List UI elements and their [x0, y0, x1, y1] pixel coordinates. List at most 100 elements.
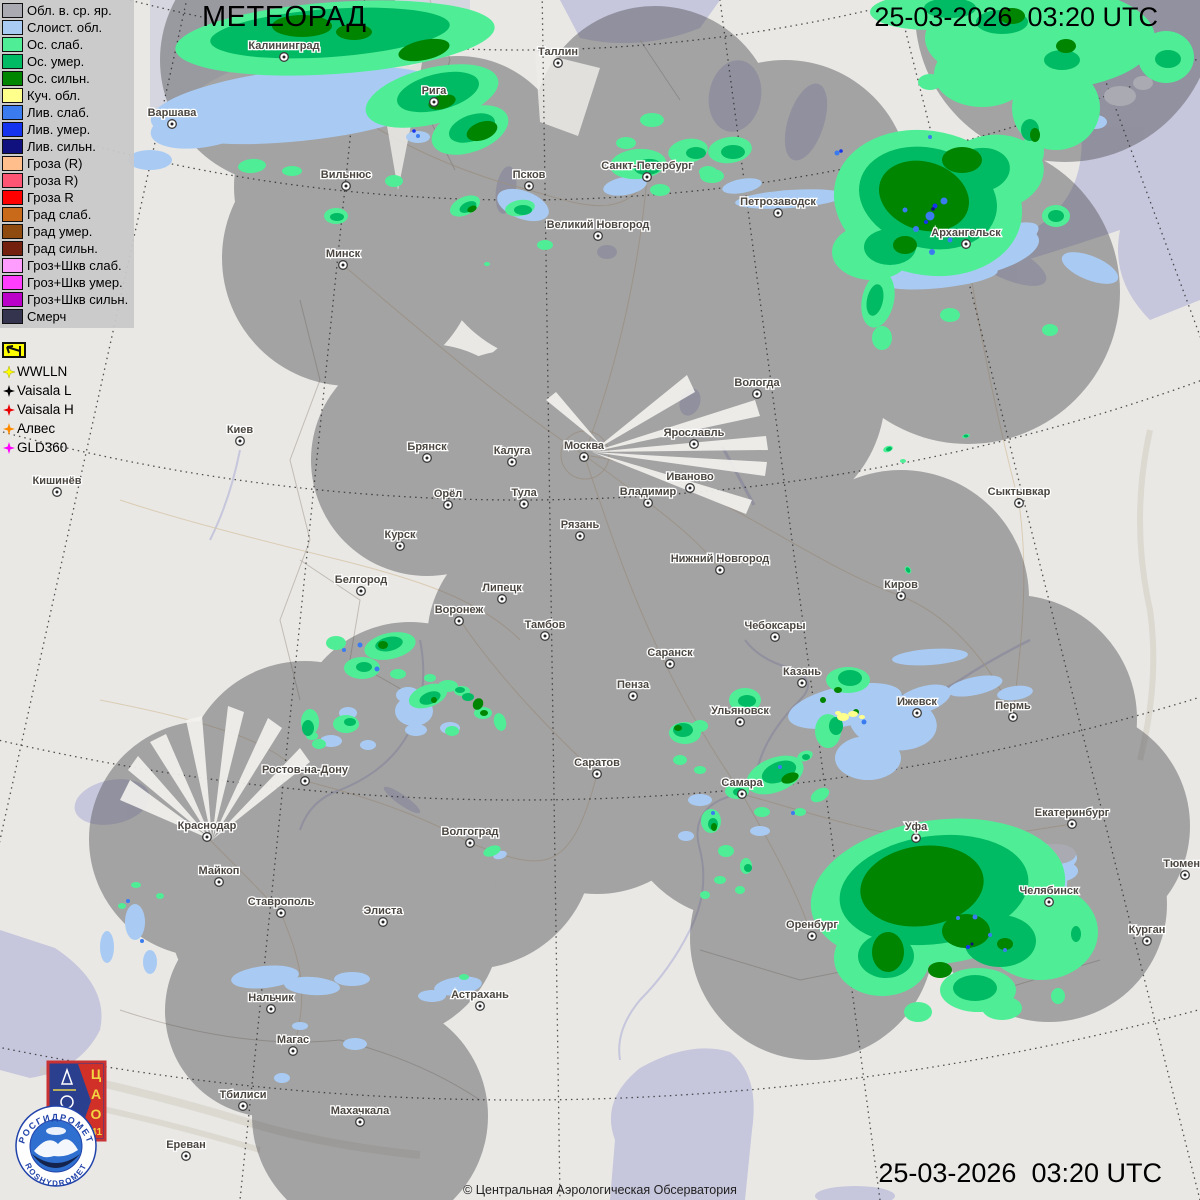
cumulus-patches: [835, 711, 865, 721]
legend-label: Обл. в. ср. яр.: [27, 3, 112, 18]
city-label: Санкт-Петербург: [601, 160, 693, 172]
city-marker-Минск: Минск: [325, 247, 362, 270]
city-marker-Псков: Псков: [511, 168, 547, 191]
city-marker-Рига: Рига: [420, 84, 449, 107]
city-dot-center: [500, 597, 504, 601]
city-dot-center: [381, 920, 385, 924]
precip-strong: [272, 8, 1076, 978]
legend-label: Куч. обл.: [27, 88, 81, 103]
city-label: Тюмень: [1163, 858, 1200, 870]
city-label: Нальчик: [248, 992, 294, 1004]
city-marker-Саратов: Саратов: [573, 756, 621, 779]
lightning-cross-icon: [3, 441, 15, 454]
city-marker-Пермь: Пермь: [994, 699, 1032, 722]
city-marker-Ростов-на-Дону: Ростов-на-Дону: [261, 763, 350, 786]
city-dot-center: [1011, 715, 1015, 719]
city-dot-center: [170, 122, 174, 126]
city-dot-center: [810, 934, 814, 938]
city-marker-Оренбург: Оренбург: [785, 918, 840, 941]
color-swatch: [2, 122, 23, 137]
city-marker-Екатеринбург: Екатеринбург: [1033, 806, 1111, 829]
attribution: © Центральная Аэрологическая Обсерватори…: [463, 1183, 737, 1197]
legend-label: Слоист. обл.: [27, 20, 103, 35]
legend-row: Лив. сильн.: [2, 138, 134, 155]
city-label: Пермь: [995, 700, 1031, 712]
legend-label: Гроза R: [27, 190, 74, 205]
legend-label: Град слаб.: [27, 207, 92, 222]
city-marker-Нижний Новгород: Нижний Новгород: [669, 552, 771, 575]
city-marker-Краснодар: Краснодар: [176, 819, 238, 842]
city-marker-Москва: Москва: [563, 439, 606, 462]
city-marker-Тула: Тула: [510, 486, 539, 509]
city-marker-Великий Новгород: Великий Новгород: [545, 218, 651, 241]
city-dot-center: [282, 55, 286, 59]
legend-label: Лив. умер.: [27, 122, 91, 137]
city-dot-center: [468, 841, 472, 845]
city-label: Калуга: [494, 445, 532, 457]
city-dot-center: [1017, 501, 1021, 505]
city-marker-Саранск: Саранск: [646, 646, 694, 669]
city-dot-center: [359, 589, 363, 593]
color-swatch: [2, 54, 23, 69]
city-dot-center: [358, 1120, 362, 1124]
city-dot-center: [527, 184, 531, 188]
legend-label: Лив. сильн.: [27, 139, 96, 154]
city-label: Воронеж: [435, 604, 484, 616]
city-label: Москва: [564, 440, 605, 452]
legend-label: Гроз+Шкв сильн.: [27, 292, 129, 307]
city-marker-Пенза: Пенза: [616, 678, 651, 701]
legend-row: Смерч: [2, 308, 134, 325]
city-dot-center: [241, 1104, 245, 1108]
city-dot-center: [522, 502, 526, 506]
city-dot-center: [205, 835, 209, 839]
city-marker-Киров: Киров: [883, 578, 919, 601]
city-label: Орёл: [434, 488, 462, 500]
city-label: Казань: [783, 666, 821, 678]
city-dot-center: [740, 792, 744, 796]
city-marker-Майкоп: Майкоп: [197, 864, 241, 887]
city-marker-Рязань: Рязань: [559, 518, 601, 541]
city-label: Самара: [721, 777, 763, 789]
color-swatch: [2, 71, 23, 86]
lightning-row: Алвес: [2, 419, 74, 438]
city-dot-center: [432, 100, 436, 104]
lightning-legend: WWLLN Vaisala L Vaisala H Алвес GLD360: [2, 362, 74, 457]
legend-row: Гроза R: [2, 189, 134, 206]
city-label: Чебоксары: [744, 620, 805, 632]
lightning-source-label: Vaisala L: [17, 383, 72, 398]
city-marker-Ижевск: Ижевск: [896, 695, 939, 718]
city-label: Магас: [277, 1034, 309, 1046]
city-label: Варшава: [148, 107, 198, 119]
timestamp-top: 25-03-2026 03:20 UTC: [874, 2, 1158, 32]
city-label: Саранск: [647, 647, 693, 659]
city-label: Псков: [513, 169, 546, 181]
cao-letter: А: [91, 1086, 101, 1102]
city-marker-Астрахань: Астрахань: [450, 988, 510, 1011]
city-marker-Калуга: Калуга: [492, 444, 532, 467]
legend-label: Гроза R): [27, 173, 79, 188]
city-dot-center: [692, 442, 696, 446]
legend-label: Гроза (R): [27, 156, 83, 171]
lightning-source-label: GLD360: [17, 440, 68, 455]
precipitation-layer: [100, 0, 1194, 1083]
city-dot-center: [1047, 900, 1051, 904]
city-marker-Воронеж: Воронеж: [433, 603, 485, 626]
city-dot-center: [755, 392, 759, 396]
color-swatch: [2, 241, 23, 256]
city-marker-Брянск: Брянск: [406, 440, 448, 463]
city-dot-center: [344, 184, 348, 188]
city-label: Майкоп: [199, 865, 240, 877]
cities-layer: Калининград Таллин Рига Варшава Вильнюс Псков…: [31, 39, 1200, 1161]
city-label: Владимир: [620, 486, 677, 498]
timestamp-bottom: 25-03-2026 03:20 UTC: [878, 1158, 1162, 1188]
city-dot-center: [595, 772, 599, 776]
legend-label: Гроз+Шкв слаб.: [27, 258, 122, 273]
lightning-row: GLD360: [2, 438, 74, 457]
legend-row: Лив. слаб.: [2, 104, 134, 121]
legend-rows: Обл. в. ср. яр. Слоист. обл. Ос. слаб. Ос. …: [2, 2, 134, 325]
city-dot-center: [914, 836, 918, 840]
city-dot-center: [279, 911, 283, 915]
city-label: Киров: [884, 579, 918, 591]
city-marker-Махачкала: Махачкала: [329, 1104, 391, 1127]
city-marker-Архангельск: Архангельск: [930, 226, 1003, 249]
